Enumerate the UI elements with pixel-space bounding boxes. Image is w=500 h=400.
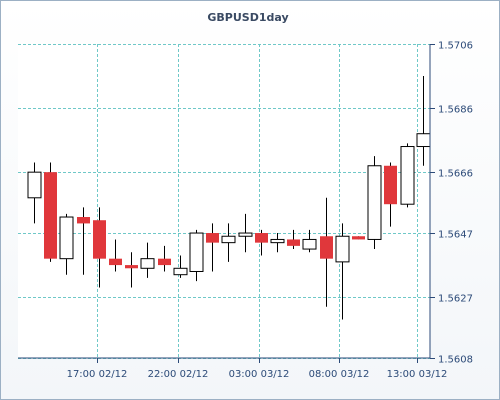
candle-body-bullish	[270, 238, 285, 244]
x-tick-label: 08:00 03/12	[309, 369, 370, 380]
candle	[367, 156, 382, 250]
candle	[59, 213, 74, 275]
candle	[352, 236, 365, 240]
candle-body-bullish	[140, 258, 155, 269]
candle-body-bearish	[206, 233, 219, 243]
y-tick-label: 1.5686	[438, 105, 473, 116]
candle-body-bearish	[93, 220, 106, 259]
candle	[255, 229, 268, 256]
y-axis-ticks: 1.5706 1.5686 1.5666 1.5647 1.5627 1.5608	[430, 41, 473, 366]
candle	[109, 239, 122, 272]
candle-body-bullish	[173, 267, 188, 276]
candle-body-bullish	[367, 165, 382, 240]
candle	[27, 162, 42, 224]
y-tick-label: 1.5666	[438, 169, 473, 180]
candle-body-bullish	[335, 235, 350, 263]
candle-body-bullish	[238, 232, 253, 237]
candle	[302, 229, 317, 253]
candle	[158, 245, 171, 272]
x-tick-label: 22:00 02/12	[148, 369, 209, 380]
candle	[125, 252, 138, 288]
candle-body-bearish	[320, 236, 333, 259]
candle	[270, 233, 285, 253]
candle-body-bullish	[302, 238, 317, 250]
x-tick-label: 13:00 03/12	[387, 369, 448, 380]
y-tick-label: 1.5608	[438, 355, 473, 366]
candle	[173, 255, 188, 278]
candle	[416, 76, 431, 166]
candle	[335, 223, 350, 320]
candle	[206, 223, 219, 272]
candle	[238, 213, 253, 253]
candle	[400, 143, 415, 208]
candle	[93, 207, 106, 288]
plot-area	[18, 44, 430, 358]
candle	[287, 229, 300, 250]
candle	[140, 242, 155, 278]
candle-body-bullish	[416, 133, 431, 148]
candle-body-bearish	[77, 217, 90, 224]
candle-body-bearish	[44, 172, 57, 259]
candle-body-bearish	[125, 265, 138, 269]
y-tick-label: 1.5647	[438, 230, 473, 241]
candle	[77, 207, 90, 275]
candle-body-bearish	[352, 236, 365, 240]
x-tick-label: 03:00 03/12	[229, 369, 290, 380]
candle	[320, 197, 333, 307]
candle	[189, 229, 204, 282]
candle-body-bearish	[255, 233, 268, 243]
x-tick-label: 17:00 02/12	[67, 369, 128, 380]
candle-body-bearish	[384, 165, 397, 205]
candle-body-bearish	[158, 258, 171, 266]
candle	[221, 223, 236, 262]
y-tick-label: 1.5706	[438, 41, 473, 52]
y-tick-label: 1.5627	[438, 294, 473, 305]
x-axis-ticks: 17:00 02/12 22:00 02/12 03:00 03/12 08:00 0…	[67, 358, 448, 380]
candle-body-bullish	[221, 235, 236, 244]
candle-body-bullish	[59, 216, 74, 260]
candles	[27, 76, 431, 320]
candle	[44, 162, 57, 262]
candle-body-bullish	[27, 171, 42, 199]
candle-body-bearish	[287, 239, 300, 246]
candle-body-bullish	[189, 232, 204, 272]
candle-body-bearish	[109, 258, 122, 266]
candle-body-bullish	[400, 146, 415, 205]
chart-title: GBPUSD1day	[207, 11, 288, 24]
candle	[384, 162, 397, 227]
